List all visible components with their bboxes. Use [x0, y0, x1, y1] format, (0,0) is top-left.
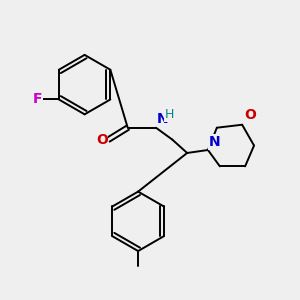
Text: N: N: [209, 135, 220, 149]
Text: H: H: [164, 108, 174, 121]
Text: F: F: [32, 92, 42, 106]
Text: N: N: [157, 112, 169, 126]
Text: O: O: [96, 134, 108, 148]
Text: O: O: [244, 108, 256, 122]
